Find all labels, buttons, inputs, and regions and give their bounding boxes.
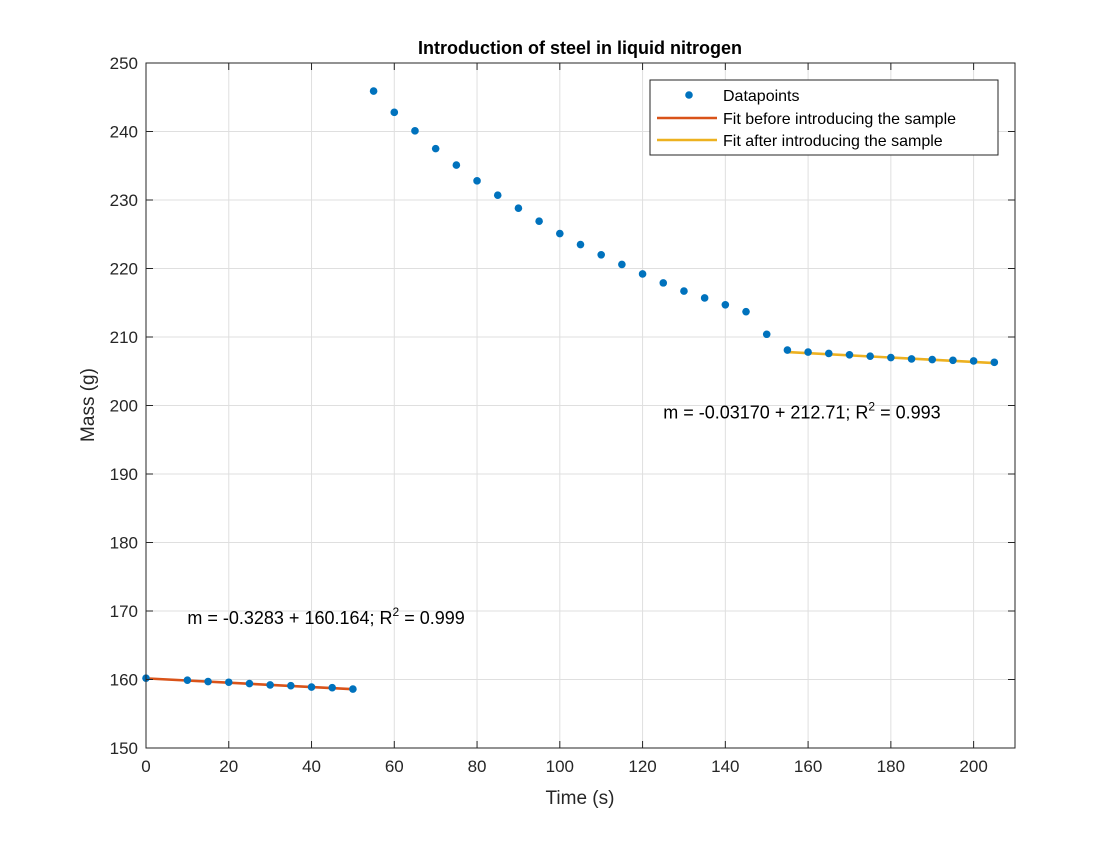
x-tick-label: 100 <box>546 757 574 776</box>
datapoint <box>659 279 668 287</box>
datapoint <box>390 108 399 117</box>
x-tick-label: 140 <box>711 757 739 776</box>
legend: Datapoints Fit before introducing the sa… <box>649 79 999 156</box>
datapoint <box>204 677 212 686</box>
datapoint <box>556 229 564 238</box>
legend-label-datapoints: Datapoints <box>723 88 800 105</box>
datapoint <box>907 355 916 363</box>
y-tick-label: 190 <box>110 465 138 484</box>
fit-equation-annotation: m = -0.3283 + 160.164; R2 = 0.999 <box>187 605 464 628</box>
datapoint <box>452 161 461 169</box>
y-tick-label: 150 <box>110 739 138 758</box>
datapoints <box>142 87 999 693</box>
datapoint <box>887 353 895 362</box>
y-axis-label: Mass (g) <box>78 368 99 442</box>
datapoint <box>783 346 792 354</box>
x-tick-label: 200 <box>959 757 987 776</box>
datapoint <box>990 358 999 367</box>
y-tick-label: 230 <box>110 191 138 210</box>
datapoint <box>328 683 337 692</box>
annotations: m = -0.3283 + 160.164; R2 = 0.999 m = -0.… <box>187 399 940 627</box>
legend-label-fit-before: Fit before introducing the sample <box>723 111 956 128</box>
datapoint <box>245 679 254 688</box>
x-tick-label: 0 <box>141 757 150 776</box>
datapoint <box>928 355 937 364</box>
datapoint <box>824 349 833 358</box>
datapoint <box>845 351 854 359</box>
y-tick-label: 220 <box>110 260 138 279</box>
datapoint <box>411 127 419 135</box>
datapoint <box>349 685 357 693</box>
datapoint <box>473 177 481 185</box>
fit-equation-annotation: m = -0.03170 + 212.71; R2 = 0.993 <box>663 399 940 422</box>
x-tick-label: 160 <box>794 757 822 776</box>
y-tick-label: 250 <box>110 54 138 73</box>
datapoint <box>369 87 378 95</box>
y-tick-label: 240 <box>110 123 138 142</box>
datapoint <box>949 356 957 365</box>
x-tick-label: 80 <box>468 757 487 776</box>
datapoint <box>514 204 523 213</box>
legend-marker-datapoints <box>685 91 693 99</box>
x-tick-label: 60 <box>385 757 404 776</box>
datapoint <box>307 683 316 691</box>
datapoint <box>742 307 750 316</box>
datapoint <box>762 330 771 339</box>
y-tick-label: 170 <box>110 602 138 621</box>
x-tick-label: 40 <box>302 757 321 776</box>
datapoint <box>183 676 192 684</box>
datapoint <box>969 357 978 365</box>
x-tick-label: 20 <box>219 757 238 776</box>
x-tick-label: 120 <box>628 757 656 776</box>
datapoint <box>597 251 605 259</box>
y-tick-label: 160 <box>110 671 138 690</box>
y-tick-label: 200 <box>110 397 138 416</box>
x-axis-label: Time (s) <box>546 788 615 809</box>
datapoint <box>287 681 295 690</box>
datapoint <box>638 270 647 278</box>
datapoint <box>224 678 233 687</box>
datapoint <box>493 191 502 200</box>
datapoint <box>618 260 626 269</box>
y-tick-label: 210 <box>110 328 138 347</box>
axis-ticks: 0 20 40 60 80 100 120 140 160 180 200 150 160 170 180 1… <box>110 54 1015 776</box>
datapoint <box>866 352 874 360</box>
datapoint <box>680 287 688 295</box>
datapoint <box>576 240 585 249</box>
datapoint <box>721 301 730 309</box>
legend-label-fit-after: Fit after introducing the sample <box>723 133 943 150</box>
datapoint <box>431 144 440 153</box>
y-tick-label: 180 <box>110 534 138 553</box>
datapoint <box>535 217 543 226</box>
x-tick-label: 180 <box>877 757 905 776</box>
datapoint <box>804 348 812 356</box>
datapoint <box>700 294 709 302</box>
chart-title: Introduction of steel in liquid nitrogen <box>418 38 742 58</box>
datapoint <box>266 681 274 689</box>
